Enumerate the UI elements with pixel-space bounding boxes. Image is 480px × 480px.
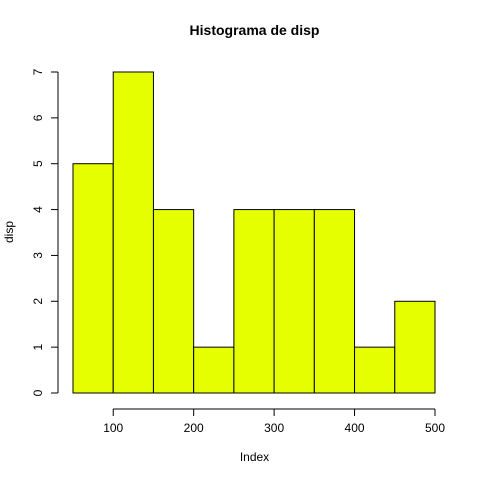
x-tick-label-100: 100 [103,421,123,435]
y-tick-label-4: 4 [31,206,45,213]
y-tick-label-3: 3 [31,252,45,259]
histogram-bar-6 [273,209,315,394]
histogram-bar-5 [233,209,275,394]
histogram-bar-2 [112,71,154,394]
y-tick-label-6: 6 [31,114,45,121]
y-axis: 0 1 2 3 4 5 6 7 [31,68,59,396]
x-tick-label-500: 500 [425,421,445,435]
histogram-bar-8 [354,346,396,394]
x-tick-label-300: 300 [264,421,284,435]
x-axis: 100 200 300 400 500 [103,408,445,435]
x-axis-label: Index [240,450,269,464]
histogram-bar-3 [152,209,195,394]
histogram-bar-1 [72,163,114,394]
x-tick-label-200: 200 [184,421,204,435]
y-tick-label-7: 7 [31,68,45,75]
histogram-bar-7 [313,209,356,394]
y-tick-label-1: 1 [31,343,45,350]
x-tick-label-400: 400 [345,421,365,435]
bars-group [72,71,436,394]
y-tick-label-0: 0 [31,389,45,396]
chart-title: Histograma de disp [190,22,320,38]
y-axis-label: disp [2,221,16,243]
histogram-bar-9 [394,300,436,394]
y-tick-label-2: 2 [31,298,45,305]
histogram-bar-4 [193,346,235,394]
y-tick-label-5: 5 [31,160,45,167]
